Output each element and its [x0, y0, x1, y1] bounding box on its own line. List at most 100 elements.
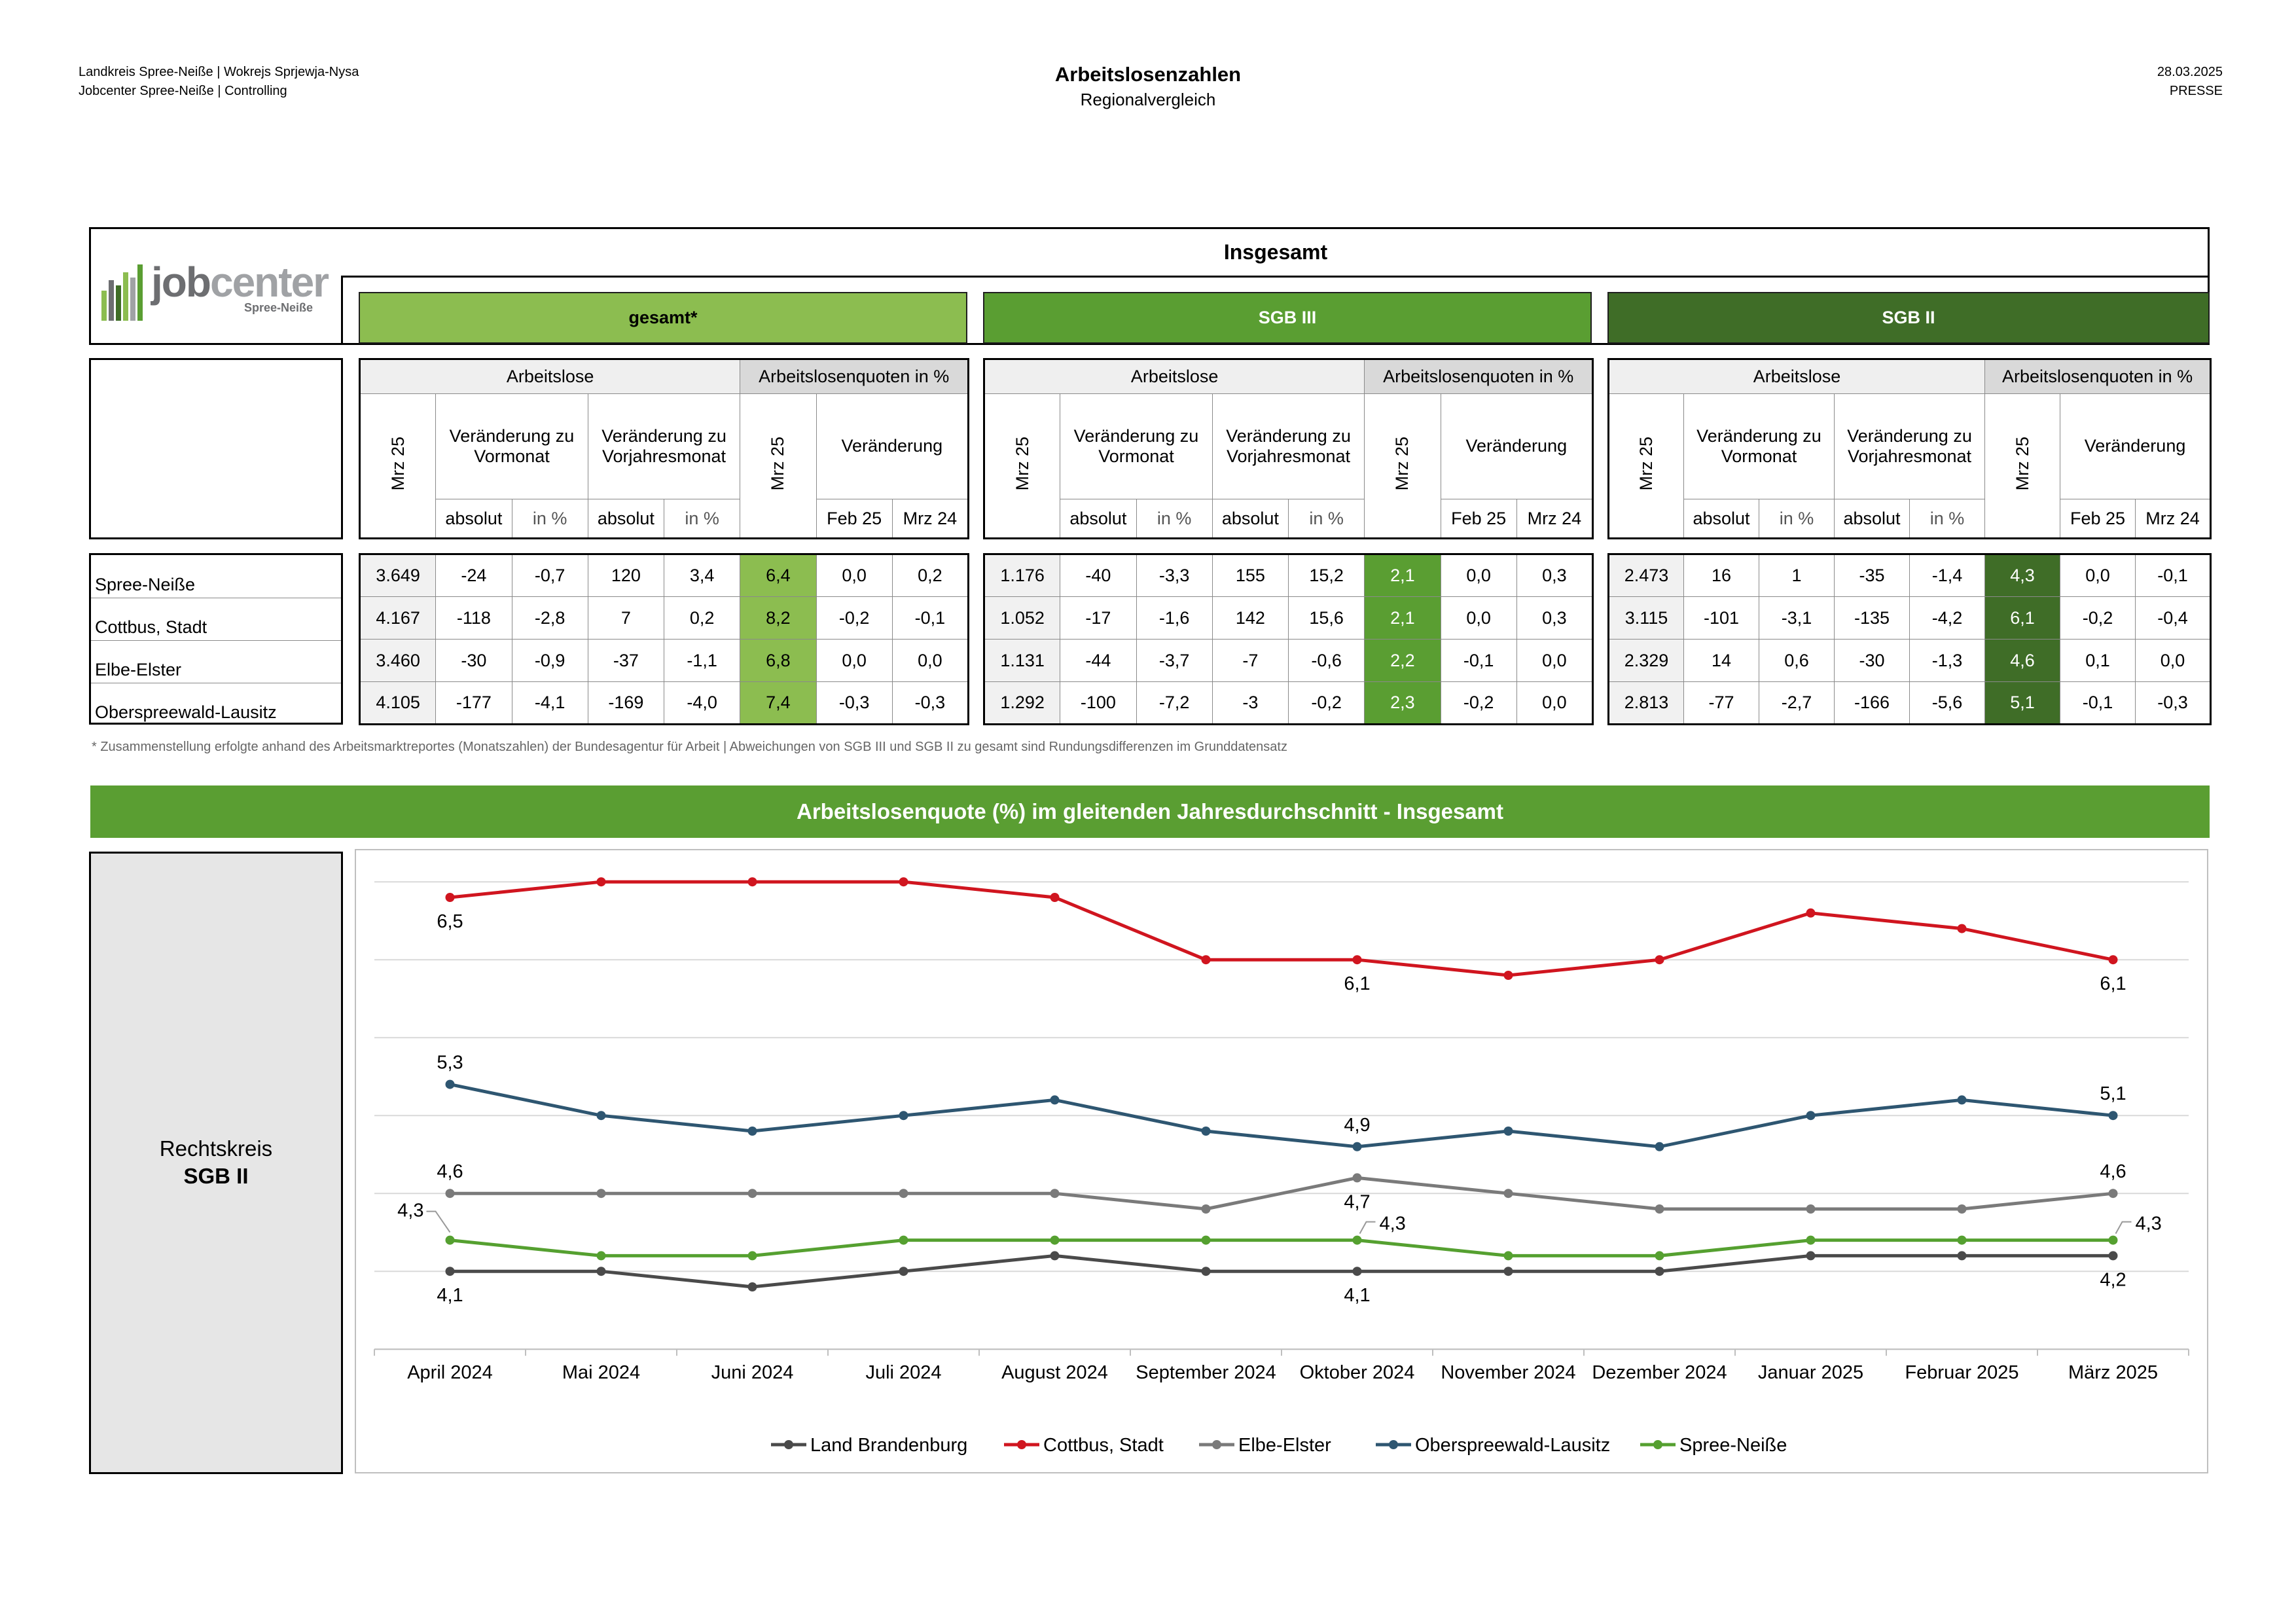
data-point [445, 1189, 455, 1199]
table-cell: 2,1 [1364, 554, 1441, 597]
data-point [1201, 955, 1211, 965]
table-cell: -135 [1834, 596, 1910, 640]
table-cell: -30 [435, 639, 512, 682]
district-name: Landkreis Spree-Neiße | Wokrejs Sprjewja… [79, 65, 359, 79]
table-cell: 16 [1683, 554, 1759, 597]
x-tick-label: Februar 2025 [1905, 1362, 2018, 1383]
table-row: 2.329 14 0,6 -30 -1,3 4,6 0,1 0,0 [1608, 639, 2211, 682]
col-head-feb25: Feb 25 [2060, 499, 2136, 539]
col-head-feb25: Feb 25 [816, 499, 893, 539]
data-point [1806, 1204, 1816, 1214]
table-cell: -177 [435, 681, 512, 725]
table-cell: -3,7 [1136, 639, 1213, 682]
data-point [1050, 1235, 1060, 1245]
data-point [1503, 1189, 1513, 1199]
col-head-inp: in % [1287, 499, 1365, 539]
col-head-inp: in % [1136, 499, 1213, 539]
table-cell: -7 [1211, 639, 1289, 682]
data-point [445, 893, 455, 902]
page-subtitle: Regionalvergleich [1080, 90, 1216, 109]
table-cell: 4,3 [1984, 554, 2060, 597]
data-label: 6,1 [2100, 973, 2126, 994]
table-cell: -169 [587, 681, 665, 725]
table-cell: 5,1 [1984, 681, 2060, 725]
footnote: * Zusammenstellung erfolgte anhand des A… [92, 740, 1287, 754]
x-tick-label: Oktober 2024 [1300, 1362, 1415, 1383]
table-cell: -1,6 [1136, 596, 1213, 640]
table-cell: -100 [1060, 681, 1137, 725]
table-cell: 0,6 [1759, 639, 1835, 682]
x-tick-label: September 2024 [1136, 1362, 1276, 1383]
table-cell: -30 [1834, 639, 1910, 682]
x-tick-label: November 2024 [1441, 1362, 1575, 1383]
data-point [1201, 1127, 1211, 1136]
data-point [899, 1235, 908, 1245]
table-cell: -1,1 [663, 639, 741, 682]
table-cell: 0,0 [891, 639, 969, 682]
table-cell: 14 [1683, 639, 1759, 682]
table-cell: -2,7 [1759, 681, 1835, 725]
summary-frame [89, 227, 2210, 345]
data-point [1957, 1251, 1967, 1261]
table-cell: 2.473 [1608, 554, 1684, 597]
data-point [1957, 1235, 1967, 1245]
col-head-quoten: Arbeitslosenquoten in % [1364, 359, 1594, 394]
table-cell: -101 [1683, 596, 1759, 640]
data-point [1201, 1235, 1211, 1245]
table-cell: 2,3 [1364, 681, 1441, 725]
data-point [2108, 1189, 2118, 1199]
data-point [1655, 1267, 1664, 1276]
col-head-quote-mrz25: Mrz 25 [1984, 393, 2061, 539]
region-label: Oberspreewald-Lausitz [95, 702, 277, 722]
data-label: 4,6 [2100, 1161, 2126, 1182]
legend-marker [1017, 1440, 1026, 1449]
data-point [445, 1079, 455, 1089]
table-cell: 6,8 [740, 639, 817, 682]
data-point [2108, 1251, 2118, 1261]
col-head-mrz25: Mrz 25 [1608, 393, 1684, 539]
data-point [1352, 1267, 1362, 1276]
table-cell: -35 [1834, 554, 1910, 597]
table-row: 4.105 -177 -4,1 -169 -4,0 7,4 -0,3 -0,3 [359, 681, 969, 725]
table-cell: -7,2 [1136, 681, 1213, 725]
table-cell: -4,2 [1909, 596, 1985, 640]
rechtskreis-box: Rechtskreis SGB II [89, 852, 343, 1474]
data-point [596, 1251, 606, 1261]
col-head-inp: in % [1909, 499, 1986, 539]
data-point [1503, 1267, 1513, 1276]
table-cell: 1.052 [983, 596, 1061, 640]
table-row: 3.115 -101 -3,1 -135 -4,2 6,1 -0,2 -0,4 [1608, 596, 2211, 640]
table-cell: 1 [1759, 554, 1835, 597]
table-row: 2.473 16 1 -35 -1,4 4,3 0,0 -0,1 [1608, 554, 2211, 597]
x-tick-label: August 2024 [1001, 1362, 1108, 1383]
data-point [1957, 924, 1967, 933]
data-point [1352, 1142, 1362, 1151]
line-chart: April 2024 Mai 2024 Juni 2024 Juli 2024 Augu… [374, 877, 2189, 1456]
page-title: Arbeitslosenzahlen [1054, 63, 1242, 86]
data-point [1201, 1204, 1211, 1214]
legend-marker [1212, 1440, 1221, 1449]
table-cell: 7 [587, 596, 665, 640]
label-leader [1359, 1221, 1376, 1235]
table-cell: 2,1 [1364, 596, 1441, 640]
table-cell: -40 [1060, 554, 1137, 597]
table-cell: -0,1 [1440, 639, 1517, 682]
table-cell: 0,0 [2060, 554, 2136, 597]
col-head-feb25: Feb 25 [1440, 499, 1517, 539]
col-head-absolut: absolut [435, 499, 512, 539]
data-label: 5,3 [437, 1053, 463, 1074]
table-cell: 3.115 [1608, 596, 1684, 640]
col-head-vormonat: Veränderung zu Vormonat [1683, 393, 1835, 500]
table-cell: 4,6 [1984, 639, 2060, 682]
legend-marker [1389, 1440, 1398, 1449]
col-head-inp: in % [511, 499, 588, 539]
table-cell: 2.813 [1608, 681, 1684, 725]
table-cell: 0,0 [816, 554, 893, 597]
data-label: 4,3 [397, 1200, 423, 1221]
title-divider [342, 276, 2210, 278]
data-point [596, 1111, 606, 1121]
label-leader [426, 1210, 451, 1233]
report-tag: PRESSE [2169, 84, 2223, 98]
col-head-inp: in % [1759, 499, 1835, 539]
legend-label: Oberspreewald-Lausitz [1415, 1435, 1610, 1456]
